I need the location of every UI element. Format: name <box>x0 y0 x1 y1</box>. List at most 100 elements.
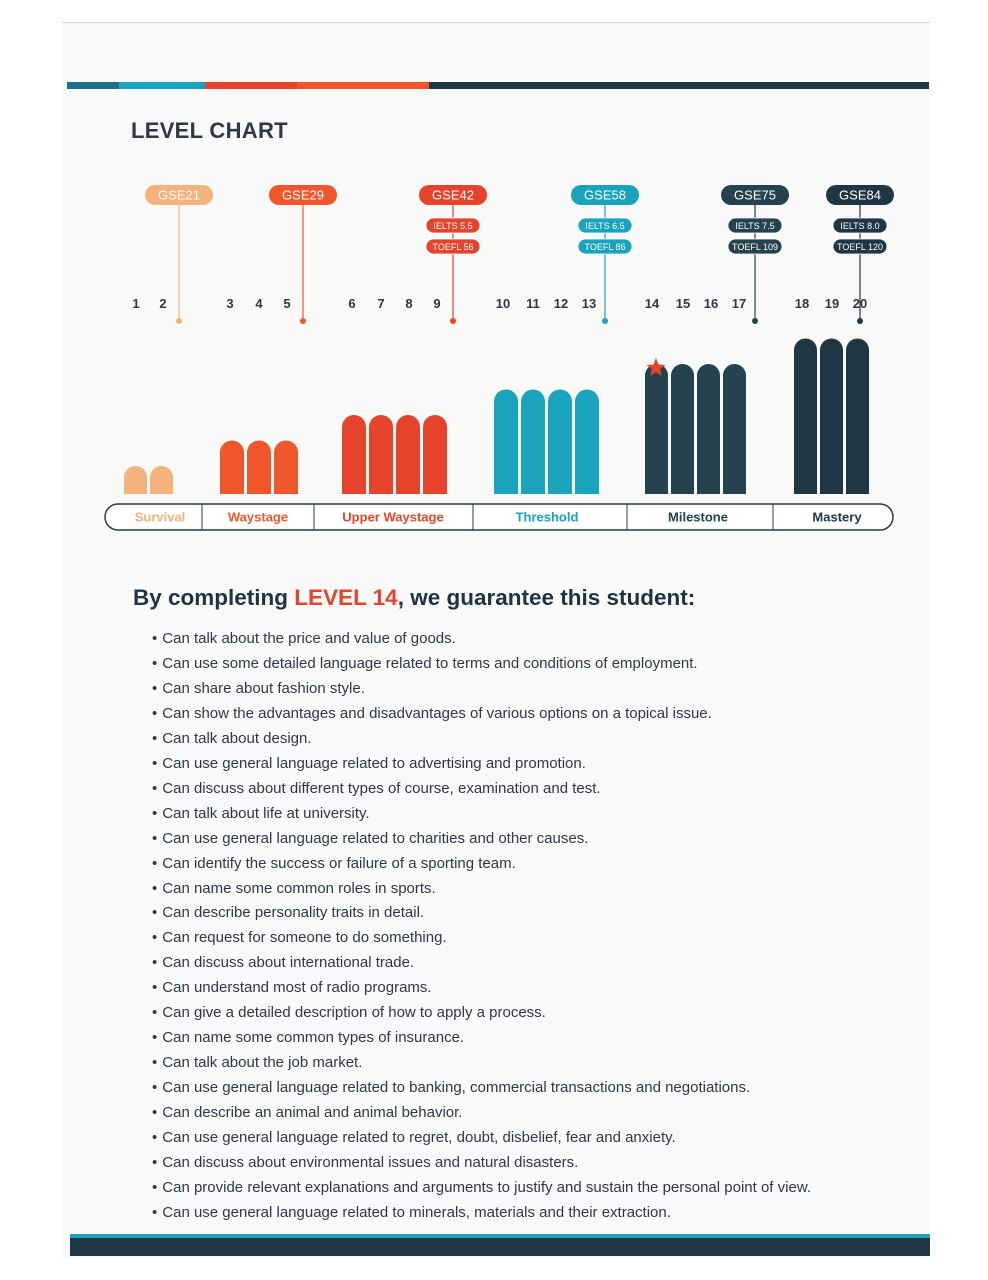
guarantee-item: Can name some common roles in sports. <box>152 877 811 902</box>
guarantee-item: Can provide relevant explanations and ar… <box>152 1176 811 1201</box>
level-number: 5 <box>283 296 290 311</box>
guarantee-item: Can show the advantages and disadvantage… <box>152 702 811 727</box>
guarantee-item: Can understand most of radio programs. <box>152 976 811 1001</box>
guarantee-list: Can talk about the price and value of go… <box>152 627 811 1226</box>
stage-bar <box>671 364 694 494</box>
test-score: TOEFL 120 <box>837 242 883 252</box>
level-number: 11 <box>526 296 540 311</box>
guarantee-item: Can describe personality traits in detai… <box>152 901 811 926</box>
stage-bar <box>548 389 572 494</box>
level-number: 13 <box>582 296 596 311</box>
stage-bar <box>820 338 843 494</box>
guarantee-item: Can talk about life at university. <box>152 802 811 827</box>
level-number: 2 <box>159 296 166 311</box>
stage-bar <box>247 440 271 494</box>
stage-bar <box>124 466 147 494</box>
gse-pill <box>145 185 213 205</box>
guarantee-item: Can discuss about different types of cou… <box>152 777 811 802</box>
gse-pill <box>269 185 337 205</box>
guarantee-item: Can use general language related to regr… <box>152 1126 811 1151</box>
stage-bar <box>494 389 518 494</box>
test-score: IELTS 5.5 <box>433 221 472 231</box>
stage-label-bar <box>104 503 894 531</box>
guarantee-item: Can use general language related to mine… <box>152 1201 811 1226</box>
level-number: 19 <box>825 296 839 311</box>
top-edge-line <box>62 22 930 23</box>
test-badge <box>425 238 481 255</box>
test-badge <box>832 238 888 255</box>
gse-label: GSE21 <box>158 188 200 203</box>
level-number: 15 <box>676 296 690 311</box>
guarantee-item: Can share about fashion style. <box>152 677 811 702</box>
level-number: 7 <box>377 296 384 311</box>
test-badge <box>727 238 783 255</box>
level-number: 6 <box>348 296 355 311</box>
stage-bar <box>575 389 599 494</box>
gse-label: GSE42 <box>432 188 474 203</box>
level-number: 4 <box>255 296 263 311</box>
star-icon <box>646 358 666 377</box>
test-badge <box>425 217 481 234</box>
test-score: TOEFL 109 <box>732 242 778 252</box>
guarantee-item: Can describe an animal and animal behavi… <box>152 1101 811 1126</box>
guarantee-item: Can talk about the price and value of go… <box>152 627 811 652</box>
guarantee-item: Can use general language related to bank… <box>152 1076 811 1101</box>
level-number: 3 <box>226 296 233 311</box>
test-score: IELTS 7.5 <box>735 221 774 231</box>
guarantee-suffix: , we guarantee this student: <box>397 585 696 610</box>
marker-dot <box>300 318 306 324</box>
guarantee-item: Can identify the success or failure of a… <box>152 852 811 877</box>
marker-dot <box>857 318 863 324</box>
page-title: LEVEL CHART <box>131 118 288 143</box>
test-badge <box>577 238 633 255</box>
gse-label: GSE58 <box>584 188 626 203</box>
guarantee-item: Can talk about design. <box>152 727 811 752</box>
guarantee-item: Can use general language related to char… <box>152 827 811 852</box>
stage-label: Milestone <box>668 510 728 525</box>
stage-bar <box>342 415 366 494</box>
stage-bar <box>220 440 244 494</box>
guarantee-prefix: By completing <box>133 585 289 610</box>
marker-dot <box>176 318 182 324</box>
test-badge <box>832 217 888 234</box>
stage-bar <box>723 364 746 494</box>
stage-bar <box>423 415 447 494</box>
gse-label: GSE84 <box>839 188 881 203</box>
level-number: 8 <box>405 296 412 311</box>
guarantee-item: Can discuss about environmental issues a… <box>152 1151 811 1176</box>
test-score: TOEFL 86 <box>584 242 625 252</box>
gse-label: GSE29 <box>282 188 324 203</box>
stage-label: Threshold <box>516 510 579 525</box>
level-number: 1 <box>132 296 139 311</box>
level-number: 16 <box>704 296 718 311</box>
test-badge <box>727 217 783 234</box>
stage-label: Waystage <box>228 510 288 525</box>
stage-bar <box>697 364 720 494</box>
test-score: TOEFL 56 <box>432 242 473 252</box>
bottom-color-stripe <box>70 1234 930 1256</box>
level-number: 17 <box>732 296 746 311</box>
stage-label: Mastery <box>812 510 862 525</box>
test-score: IELTS 6.5 <box>585 221 624 231</box>
guarantee-item: Can give a detailed description of how t… <box>152 1001 811 1026</box>
guarantee-item: Can discuss about international trade. <box>152 951 811 976</box>
guarantee-item: Can request for someone to do something. <box>152 926 811 951</box>
guarantee-item: Can use some detailed language related t… <box>152 652 811 677</box>
stage-bar <box>369 415 393 494</box>
top-color-stripe <box>67 82 929 89</box>
stage-bar <box>274 440 298 494</box>
guarantee-item: Can talk about the job market. <box>152 1051 811 1076</box>
level-number: 9 <box>433 296 440 311</box>
test-score: IELTS 8.0 <box>840 221 879 231</box>
marker-dot <box>752 318 758 324</box>
guarantee-item: Can use general language related to adve… <box>152 752 811 777</box>
stage-label: Upper Waystage <box>342 510 443 525</box>
level-number: 18 <box>795 296 809 311</box>
stage-label: Survival <box>135 510 186 525</box>
guarantee-level: LEVEL 14 <box>294 585 398 610</box>
stage-bar <box>645 364 668 494</box>
guarantee-item: Can name some common types of insurance. <box>152 1026 811 1051</box>
level-number: 10 <box>496 296 510 311</box>
gse-label: GSE75 <box>734 188 776 203</box>
